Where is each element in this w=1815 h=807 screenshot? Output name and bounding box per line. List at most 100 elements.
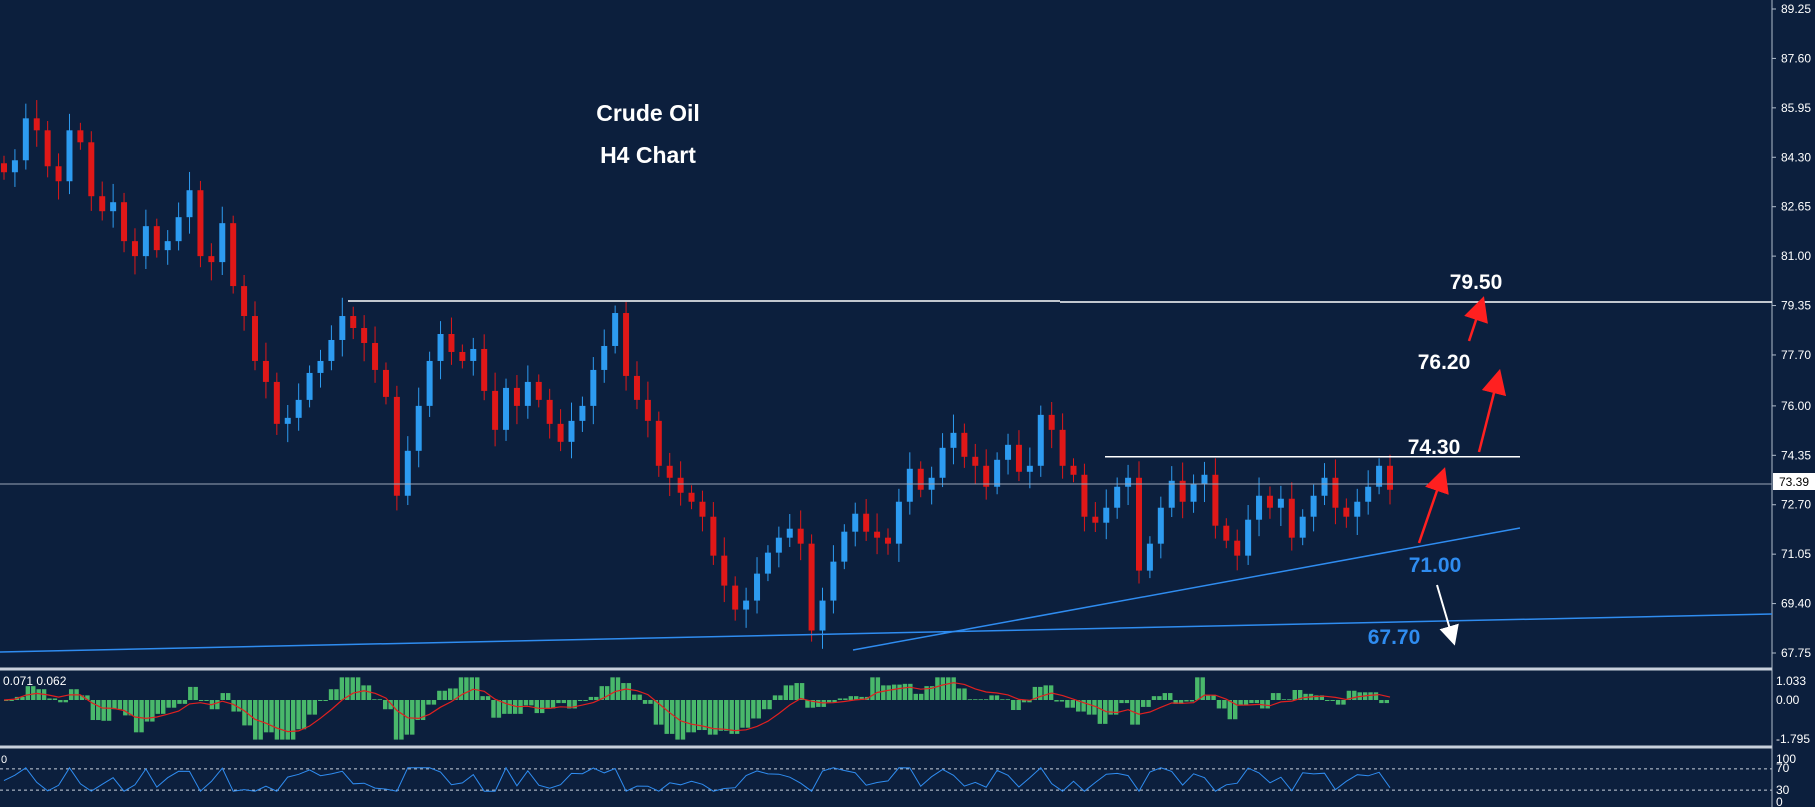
macd-bar <box>1189 700 1195 702</box>
candle-body <box>623 313 630 376</box>
price-tick-label: 74.35 <box>1781 448 1811 462</box>
candle-body <box>99 196 106 212</box>
candle-body <box>66 130 73 182</box>
rsi-header: 0 <box>1 754 7 766</box>
macd-bar <box>826 700 832 703</box>
candle-body <box>1266 495 1273 508</box>
macd-bar <box>1178 700 1184 704</box>
macd-bar <box>31 686 36 700</box>
macd-bar <box>20 696 25 700</box>
candle-body <box>1005 444 1012 460</box>
candle-body <box>492 390 499 430</box>
arrow-up-2 <box>1477 368 1507 453</box>
macd-bar <box>458 677 464 700</box>
drawn-lines[interactable] <box>0 300 1773 653</box>
candle-body <box>983 465 990 487</box>
macd-bar <box>171 700 177 708</box>
candle-body <box>426 360 433 406</box>
macd-bar <box>112 700 117 710</box>
price-axis: 89.25 87.60 85.95 84.30 82.65 81.00 79.35 77.70… <box>1772 2 1811 660</box>
candle-body <box>1 163 7 173</box>
macd-bar <box>475 677 480 700</box>
candle-body <box>219 223 226 263</box>
candle-body <box>153 226 160 251</box>
macd-bar <box>1075 700 1081 712</box>
macd-bar <box>285 700 290 740</box>
macd-bar <box>556 700 561 704</box>
candle-body <box>917 468 924 490</box>
macd-bar <box>1135 700 1140 725</box>
macd-bar <box>328 689 334 700</box>
macd-bar <box>47 698 52 700</box>
macd-bar <box>539 700 545 714</box>
macd-bar <box>1352 690 1357 700</box>
candle-body <box>524 381 531 406</box>
macd-bar <box>859 696 864 700</box>
macd-bar <box>707 700 713 735</box>
macd-bar <box>177 700 182 704</box>
candle-body <box>841 531 848 562</box>
candle-body <box>830 561 837 601</box>
candle-body <box>1081 474 1088 517</box>
candle-body <box>459 351 466 361</box>
arrow-down <box>1436 584 1459 646</box>
level-label-76-20: 76.20 <box>1418 351 1471 374</box>
candle-body <box>1048 414 1055 430</box>
candle-body <box>633 375 640 400</box>
candle-body <box>786 528 793 538</box>
macd-bar <box>1297 689 1303 700</box>
candle-body <box>1135 477 1142 571</box>
macd-bar <box>1016 700 1021 711</box>
macd-bar <box>675 700 680 740</box>
candle-body <box>1146 543 1153 571</box>
price-tick-label: 79.35 <box>1781 299 1811 313</box>
macd-bar <box>63 700 68 703</box>
candle-body <box>470 348 477 361</box>
candle-body <box>11 160 18 173</box>
macd-bar <box>1287 699 1292 700</box>
macd-bar <box>718 700 724 731</box>
macd-bar <box>215 700 220 710</box>
candle-body <box>1125 477 1132 487</box>
candle-body <box>437 333 444 361</box>
candle-body <box>666 465 673 478</box>
macd-bar <box>231 700 236 712</box>
candle-body <box>186 190 193 218</box>
candle-body <box>863 513 870 532</box>
candle-body <box>644 399 651 421</box>
macd-bar <box>1119 700 1124 704</box>
macd-bar <box>567 700 572 709</box>
candle-body <box>481 348 488 391</box>
macd-bar <box>447 688 453 700</box>
candle-body <box>404 450 411 496</box>
macd-bar <box>1205 695 1211 700</box>
macd-bar <box>604 686 610 700</box>
candle-body <box>1037 414 1044 466</box>
macd-bar <box>1043 685 1048 700</box>
macd-bar <box>469 677 475 700</box>
macd-bar <box>881 685 886 700</box>
macd-bar <box>263 700 269 733</box>
candle-body <box>906 468 913 502</box>
macd-bar <box>1314 695 1319 700</box>
candle-body <box>1114 486 1121 508</box>
macd-bar <box>372 699 377 700</box>
svg-text:30: 30 <box>1776 783 1790 797</box>
macd-bar <box>956 688 962 700</box>
macd-bar <box>756 700 761 719</box>
price-tick-label: 69.40 <box>1781 597 1811 611</box>
macd-bar <box>745 700 751 728</box>
svg-text:70: 70 <box>1776 761 1790 775</box>
candle-body <box>273 381 280 424</box>
macd-bar <box>1281 699 1287 700</box>
macd-bar <box>529 700 534 706</box>
price-tick-label: 87.60 <box>1781 51 1811 65</box>
macd-bar <box>1319 695 1325 700</box>
candle-body <box>1103 507 1110 523</box>
macd-bar <box>1238 700 1243 705</box>
macd-bar <box>886 685 891 700</box>
candle-body <box>535 381 542 400</box>
candle-body <box>55 166 62 182</box>
macd-bar <box>1146 700 1151 707</box>
